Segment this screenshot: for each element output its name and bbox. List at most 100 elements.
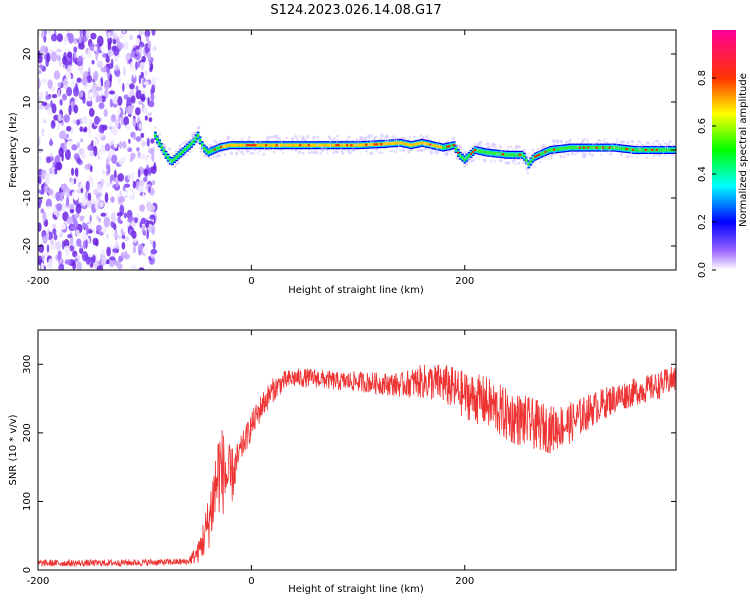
noise-blob — [51, 103, 57, 114]
ridge-halo — [199, 147, 201, 149]
noise-blob — [52, 228, 57, 235]
snr-ylabel: SNR (10 * v/v) — [8, 414, 19, 485]
ridge-peak — [608, 146, 612, 149]
ridge-halo — [535, 148, 538, 151]
noise-blob — [71, 80, 76, 88]
noise-blob — [138, 74, 142, 84]
noise-blob — [140, 61, 145, 71]
noise-blob — [131, 230, 137, 239]
colorbar-tick-label: 0.2 — [697, 214, 708, 230]
noise-blob — [38, 78, 41, 89]
snr-xlabel: Height of straight line (km) — [288, 584, 424, 595]
noise-blob — [66, 65, 72, 75]
ridge-inner — [550, 148, 554, 152]
ridge-inner — [162, 149, 166, 153]
noise-blob — [104, 143, 111, 152]
noise-blob — [100, 67, 107, 73]
ridge-inner — [198, 138, 202, 142]
noise-blob — [117, 96, 123, 106]
noise-blob — [74, 97, 78, 103]
noise-blob — [117, 75, 122, 84]
noise-blob — [72, 119, 77, 125]
noise-blob — [138, 179, 145, 187]
ridge-halo — [266, 135, 269, 139]
noise-blob — [148, 100, 155, 108]
noise-blob — [87, 223, 92, 229]
noise-blob — [124, 170, 131, 176]
ridge-inner — [166, 156, 170, 160]
ridge-inner — [297, 143, 300, 147]
ridge-halo — [380, 133, 384, 138]
noise-blob — [140, 217, 147, 224]
noise-blob — [140, 132, 145, 139]
noise-blob — [47, 107, 53, 116]
ridge-halo — [240, 138, 244, 141]
ridge-halo — [219, 155, 222, 157]
ridge-inner — [425, 142, 428, 146]
noise-blob — [153, 70, 157, 79]
ridge-halo — [657, 153, 662, 157]
noise-blob — [89, 165, 93, 173]
noise-blob — [119, 141, 123, 149]
ridge-halo — [393, 134, 396, 137]
noise-blob — [108, 30, 111, 39]
noise-blob — [153, 210, 157, 216]
ridge-halo — [341, 152, 345, 155]
ridge-halo — [466, 162, 469, 165]
ridge-halo — [525, 153, 528, 156]
ridge-inner — [224, 144, 228, 148]
ridge-halo — [537, 148, 540, 151]
ridge-inner — [186, 146, 189, 150]
noise-blob — [81, 180, 88, 186]
noise-blob — [148, 148, 155, 155]
ridge-peak — [247, 144, 251, 147]
ridge-halo — [485, 142, 490, 146]
ridge-inner — [480, 149, 484, 153]
noise-blob — [114, 169, 117, 178]
noise-blob — [107, 49, 114, 57]
noise-blob — [49, 138, 53, 147]
noise-blob — [111, 180, 115, 185]
ridge-inner — [188, 144, 191, 148]
noise-blob — [114, 191, 118, 202]
ridge-halo — [494, 160, 497, 163]
ridge-halo — [252, 152, 255, 155]
noise-blob — [148, 204, 156, 212]
noise-blob — [135, 38, 141, 45]
noise-blob — [117, 42, 124, 50]
noise-blob — [150, 93, 155, 102]
spectrogram-ylabel: Frequency (Hz) — [8, 112, 19, 188]
ridge-halo — [304, 138, 307, 142]
ridge-halo — [539, 160, 541, 163]
ridge-inner — [589, 146, 592, 150]
ridge-halo — [672, 156, 675, 159]
ridge-halo — [507, 145, 510, 149]
noise-blob — [144, 115, 148, 121]
ridge-halo — [577, 138, 580, 140]
ridge-halo — [420, 149, 424, 153]
ridge-inner — [192, 139, 196, 143]
noise-blob — [74, 52, 77, 59]
noise-blob — [62, 211, 69, 222]
ridge-halo — [655, 139, 660, 143]
noise-blob — [42, 211, 47, 222]
spectrogram-marks — [38, 30, 676, 270]
noise-blob — [70, 177, 74, 186]
noise-blob — [38, 175, 42, 185]
ridge-inner — [591, 146, 595, 150]
ridge-peak — [625, 148, 629, 150]
noise-blob — [96, 224, 102, 232]
noise-blob — [72, 260, 76, 270]
ridge-halo — [188, 150, 192, 154]
noise-blob — [137, 168, 141, 178]
ridge-halo — [391, 135, 395, 139]
noise-blob — [57, 89, 61, 98]
ridge-halo — [667, 143, 671, 147]
ridge-halo — [399, 149, 402, 152]
ridge-halo — [184, 152, 187, 155]
ridge-halo — [332, 152, 335, 155]
ridge-halo — [498, 159, 503, 163]
ridge-halo — [285, 136, 288, 140]
ridge-halo — [646, 142, 649, 145]
ridge-inner — [260, 143, 264, 147]
